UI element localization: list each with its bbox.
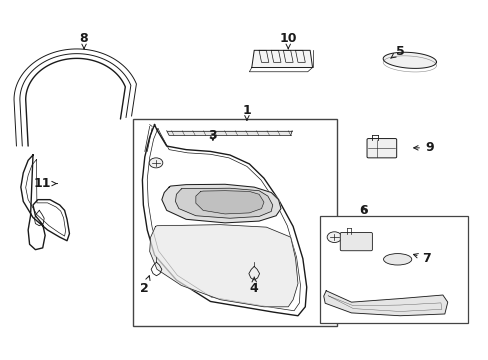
Text: 11: 11	[34, 177, 57, 190]
Bar	[319, 216, 467, 323]
Text: 8: 8	[80, 32, 88, 49]
Ellipse shape	[383, 253, 411, 265]
Circle shape	[326, 232, 341, 243]
Text: 4: 4	[249, 277, 258, 296]
Text: 1: 1	[242, 104, 251, 120]
Text: 2: 2	[140, 276, 150, 296]
Text: 10: 10	[279, 32, 296, 49]
Polygon shape	[196, 191, 264, 214]
Text: 9: 9	[413, 141, 433, 154]
Polygon shape	[149, 225, 297, 307]
FancyBboxPatch shape	[366, 139, 396, 158]
FancyBboxPatch shape	[340, 233, 372, 251]
Text: 3: 3	[208, 129, 217, 142]
Bar	[132, 119, 336, 327]
Text: 7: 7	[413, 252, 430, 265]
Polygon shape	[251, 50, 312, 67]
Polygon shape	[162, 184, 281, 223]
Text: 6: 6	[359, 204, 367, 217]
Circle shape	[149, 158, 163, 168]
Polygon shape	[166, 131, 291, 135]
Polygon shape	[383, 52, 435, 68]
Polygon shape	[323, 291, 447, 316]
Text: 5: 5	[390, 45, 404, 58]
Polygon shape	[175, 188, 272, 218]
